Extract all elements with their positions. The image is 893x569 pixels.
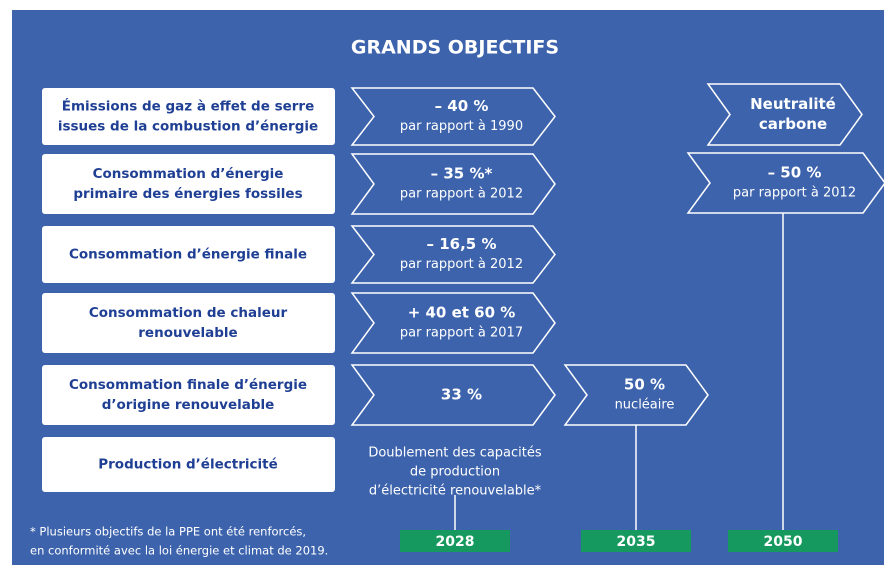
objective-box [42, 293, 335, 353]
objective-box [42, 437, 335, 492]
year-box [728, 530, 838, 552]
target-note: par rapport à 2017 [400, 326, 523, 341]
target-value: – 16,5 % [427, 235, 497, 253]
objective-label: Consommation d’énergie [93, 166, 284, 182]
target-value: – 40 % [435, 97, 489, 115]
objective-label: primaire des énergies fossiles [73, 186, 302, 202]
objective-label: Consommation d’énergie finale [69, 247, 307, 263]
chevron [563, 364, 709, 426]
target-text: Doublement des capacités [368, 446, 542, 461]
objective-box [42, 154, 335, 214]
chevron [350, 225, 556, 284]
objective-label: Émissions de gaz à effet de serre [62, 98, 314, 115]
target-note: par rapport à 1990 [400, 119, 523, 134]
chevron [350, 364, 556, 426]
target-note: par rapport à 2012 [400, 257, 523, 272]
objective-box [42, 365, 335, 425]
target-value: carbone [759, 115, 827, 133]
target-note: par rapport à 2012 [400, 187, 523, 202]
objective-label: Consommation de chaleur [89, 305, 288, 321]
target-value: 50 % [624, 376, 665, 394]
target-text: de production [410, 465, 500, 480]
objective-label: d’origine renouvelable [102, 397, 275, 413]
chevron [350, 292, 556, 354]
objective-label: issues de la combustion d’énergie [58, 119, 318, 135]
chevron [350, 87, 556, 146]
year-box [581, 530, 691, 552]
target-text: d’électricité renouvelable* [369, 484, 542, 499]
year-label: 2035 [617, 534, 656, 550]
objective-box [42, 226, 335, 283]
objective-box [42, 88, 335, 145]
year-label: 2028 [436, 534, 475, 550]
target-value: – 35 %* [431, 165, 493, 183]
objective-label: Production d’électricité [98, 457, 277, 473]
year-box [400, 530, 510, 552]
chevron [350, 153, 556, 215]
footnote: en conformité avec la loi énergie et cli… [30, 544, 328, 558]
target-value: – 50 % [768, 164, 822, 182]
target-note: nucléaire [615, 398, 675, 413]
footnote: * Plusieurs objectifs de la PPE ont été … [30, 525, 306, 539]
target-value: + 40 et 60 % [408, 304, 516, 322]
year-label: 2050 [764, 534, 803, 550]
chevron [706, 83, 863, 146]
target-note: par rapport à 2012 [733, 186, 856, 201]
objective-label: Consommation finale d’énergie [69, 377, 307, 393]
target-value: 33 % [441, 386, 482, 404]
target-value: Neutralité [750, 95, 836, 113]
chevron [686, 152, 886, 214]
title: GRANDS OBJECTIFS [351, 37, 559, 59]
objective-label: renouvelable [138, 325, 237, 341]
